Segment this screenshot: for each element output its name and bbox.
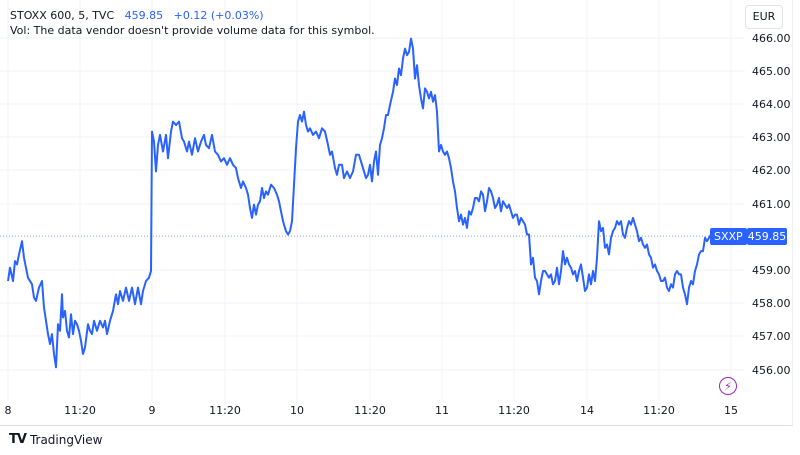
time-tick-label: 11:20 — [643, 404, 675, 417]
price-tick-label: 457.00 — [752, 330, 791, 343]
time-tick-label: 11:20 — [209, 404, 241, 417]
price-tick-label: 463.00 — [752, 131, 791, 144]
time-tick-label: 11:20 — [354, 404, 386, 417]
price-tick-label: 466.00 — [752, 32, 791, 45]
price-change: +0.12 (+0.03%) — [173, 9, 264, 22]
chart-legend: STOXX 600, 5, TVC 459.85 +0.12 (+0.03%) … — [10, 8, 375, 38]
price-tick-label: 456.00 — [752, 364, 791, 377]
time-tick-label: 11 — [435, 404, 449, 417]
price-chart-plot[interactable] — [0, 0, 800, 425]
price-tick-label: 464.00 — [752, 98, 791, 111]
time-tick-label: 14 — [580, 404, 594, 417]
time-tick-label: 9 — [148, 404, 156, 417]
volume-note: Vol: The data vendor doesn't provide vol… — [10, 24, 375, 37]
time-tick-label: 10 — [290, 404, 304, 417]
tradingview-logo[interactable]: TV TradingView — [9, 432, 102, 447]
grid-lines — [0, 0, 745, 400]
price-tick-label: 462.00 — [752, 164, 791, 177]
tradingview-mark-icon: TV — [9, 432, 27, 447]
time-tick-label: 15 — [724, 404, 738, 417]
brand-name: TradingView — [29, 432, 103, 447]
time-tick-label: 8 — [4, 404, 12, 417]
currency-button[interactable]: EUR — [745, 5, 783, 29]
price-tick-label: 458.00 — [752, 297, 791, 310]
price-tick-label: 465.00 — [752, 65, 791, 78]
time-tick-label: 11:20 — [498, 404, 530, 417]
price-series-line — [7, 37, 716, 369]
symbol-label: STOXX 600, 5, TVC — [10, 9, 115, 22]
last-price: 459.85 — [124, 9, 164, 22]
time-tick-label: 11:20 — [64, 404, 96, 417]
chart-frame[interactable] — [0, 0, 793, 426]
price-tick-label: 459.00 — [752, 264, 791, 277]
lightning-bolt-icon[interactable]: ⚡ — [719, 377, 737, 395]
symbol-price-tag: SXXP — [710, 228, 747, 245]
current-price-tag: 459.85 — [747, 228, 787, 245]
price-tick-label: 461.00 — [752, 198, 791, 211]
